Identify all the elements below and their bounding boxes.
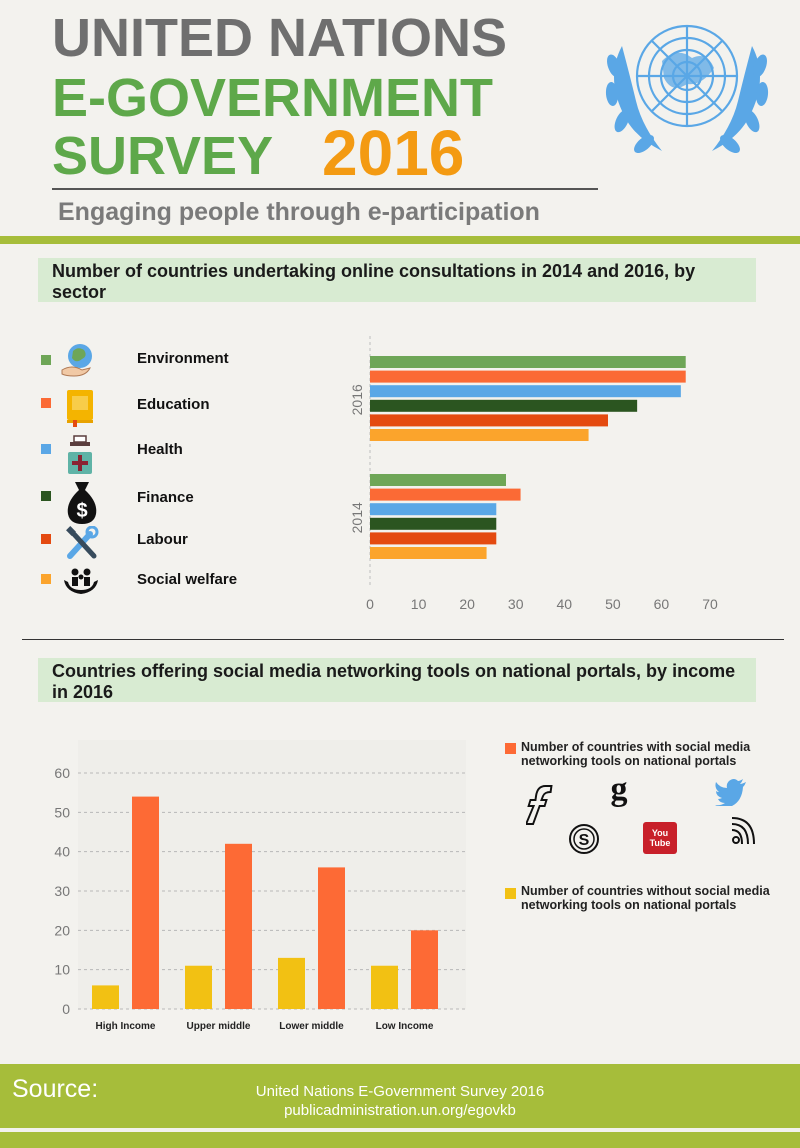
bar-2014-labour [370, 532, 497, 545]
category-label: Upper middle [187, 1021, 251, 1032]
category-label: High Income [95, 1021, 155, 1032]
bar-2014-education [370, 488, 521, 501]
category-label: Low Income [376, 1021, 434, 1032]
title-rule [52, 188, 598, 190]
tools-icon [66, 526, 99, 559]
legend-label-labour: Labour [137, 531, 188, 548]
bar-2016-social-welfare [370, 429, 589, 441]
income-bar-chart: 0 10 20 30 40 50 60 High Income Upper middle Lowe… [54, 740, 466, 1032]
bar-2016-environment [370, 356, 686, 368]
footer-stripe [0, 1128, 800, 1132]
category-label: Lower middle [279, 1021, 344, 1032]
legend-label-education: Education [137, 396, 210, 413]
legend-label-without-tools: Number of countries without social media… [521, 884, 770, 912]
book-icon [67, 390, 93, 427]
x-tick-label: 50 [605, 596, 621, 612]
legend-swatch-without-tools [505, 888, 516, 899]
group-label-2016: 2016 [349, 384, 365, 415]
svg-text:$: $ [76, 500, 87, 522]
x-tick-label: 60 [654, 596, 670, 612]
legend-swatch-environment [41, 355, 51, 365]
source-label: Source: [12, 1075, 99, 1103]
bar-2014-social-welfare [370, 547, 487, 559]
family-icon [64, 568, 98, 594]
legend-label-social-welfare: Social welfare [137, 571, 238, 588]
bar-upper-middle-without [185, 965, 212, 1009]
source-line-1: United Nations E-Government Survey 2016 [255, 1083, 545, 1100]
y-tick-label: 50 [54, 804, 70, 820]
facebook-icon [526, 785, 553, 825]
legend-label-health: Health [137, 441, 183, 458]
un-emblem-icon [605, 24, 769, 153]
bar-2014-environment [370, 474, 506, 486]
svg-text:S: S [579, 832, 590, 849]
footer-band [0, 1064, 800, 1148]
title-year: 2016 [322, 117, 465, 189]
bar-2016-finance [370, 399, 638, 412]
money-bag-icon: $ [67, 482, 97, 524]
bar-2014-health [370, 503, 497, 516]
rss-icon [731, 817, 755, 845]
legend-swatch-finance [41, 491, 51, 501]
x-tick-label: 70 [702, 596, 718, 612]
y-tick-label: 60 [54, 765, 70, 781]
y-tick-label: 40 [54, 844, 70, 860]
legend-swatch-with-tools [505, 743, 516, 754]
twitter-icon [715, 779, 746, 806]
svg-text:g: g [611, 772, 628, 808]
x-tick-label: 20 [459, 596, 475, 612]
legend-label-with-tools: Number of countries with social media ne… [521, 740, 751, 768]
header-band [0, 236, 800, 244]
subtitle: Engaging people through e-participation [58, 198, 540, 226]
bar-lower-middle-without [278, 957, 305, 1009]
legend-swatch-education [41, 398, 51, 408]
bar-2016-health [370, 385, 681, 398]
x-tick-label: 40 [556, 596, 572, 612]
bar-high-income-without [92, 985, 119, 1009]
y-tick-label: 10 [54, 962, 70, 978]
y-tick-label: 20 [54, 922, 70, 938]
y-tick-label: 0 [62, 1001, 70, 1017]
section2-heading: Countries offering social media networki… [38, 658, 756, 702]
x-tick-label: 0 [366, 596, 374, 612]
bar-low-income-with [411, 930, 438, 1009]
legend-swatch-health [41, 444, 51, 454]
section1-heading: Number of countries undertaking online c… [38, 258, 756, 302]
source-text: United Nations E-Government Survey 2016 … [180, 1082, 620, 1120]
bar-low-income-without [371, 965, 398, 1009]
title-line-2: E-GOVERNMENT [52, 68, 494, 128]
title-line-3: SURVEY [52, 126, 274, 186]
google-icon: g [611, 772, 628, 808]
group-label-2014: 2014 [349, 502, 365, 533]
legend-label-finance: Finance [137, 489, 194, 506]
bar-high-income-with [132, 796, 159, 1009]
section-divider [22, 639, 784, 640]
globe-hand-icon [61, 344, 92, 377]
x-tick-label: 10 [411, 596, 427, 612]
skype-icon: S [569, 824, 599, 854]
medical-kit-icon [68, 435, 92, 474]
youtube-icon: You Tube [643, 822, 677, 854]
source-line-2: publicadministration.un.org/egovkb [284, 1102, 516, 1119]
legend-label-environment: Environment [137, 350, 229, 367]
bar-2016-labour [370, 414, 608, 427]
bar-2016-education [370, 370, 686, 383]
sector-bar-chart: 2016 2014 0 10 20 30 40 50 60 70 [349, 336, 718, 612]
sector-legend: Environment Education Health $ Finance L… [0, 340, 330, 600]
bar-lower-middle-with [318, 867, 345, 1009]
legend-swatch-labour [41, 534, 51, 544]
x-tick-label: 30 [508, 596, 524, 612]
bar-2014-finance [370, 517, 497, 530]
title-line-1: UNITED NATIONS [52, 8, 507, 68]
y-tick-label: 30 [54, 883, 70, 899]
legend-swatch-social-welfare [41, 574, 51, 584]
bar-upper-middle-with [225, 843, 252, 1009]
youtube-icon-text: You Tube [649, 828, 671, 848]
